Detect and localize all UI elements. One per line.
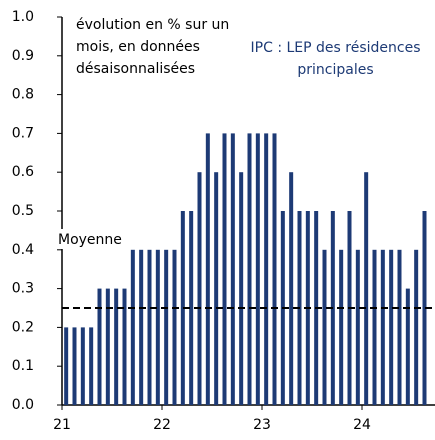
bar: [189, 211, 194, 405]
bar: [172, 249, 177, 405]
bar: [380, 249, 385, 405]
y-tick-label: 0.4: [12, 242, 34, 258]
bar: [97, 288, 102, 405]
label-bg: [56, 229, 128, 249]
y-tick-label: 0.7: [12, 125, 34, 141]
bar: [397, 249, 402, 405]
bar: [322, 249, 327, 405]
y-tick-label: 0.2: [12, 319, 34, 335]
bar: [339, 249, 344, 405]
annotation: évolution en % sur un mois, en données d…: [76, 17, 230, 77]
bar: [355, 249, 360, 405]
bar: [130, 249, 135, 405]
bar: [105, 288, 110, 405]
y-tick-label: 1.0: [12, 9, 34, 25]
bar: [414, 249, 419, 405]
y-tick-label: 0.8: [12, 87, 34, 103]
y-tick-label: 0.3: [12, 281, 34, 297]
bar: [122, 288, 127, 405]
mean-label: Moyenne: [58, 232, 122, 248]
x-tick-label: 23: [253, 417, 271, 433]
bar: [64, 327, 69, 405]
bar: [80, 327, 85, 405]
bar: [89, 327, 94, 405]
bar: [230, 133, 235, 405]
bar: [72, 327, 77, 405]
x-tick-label: 21: [53, 417, 71, 433]
bar: [139, 249, 144, 405]
bar: [405, 288, 410, 405]
bar: [214, 172, 219, 405]
bar: [164, 249, 169, 405]
bar: [364, 172, 369, 405]
bar: [114, 288, 119, 405]
bar: [422, 211, 427, 405]
y-tick-label: 0.1: [12, 358, 34, 374]
bar: [289, 172, 294, 405]
legend-entry: IPC : LEP des résidences principales: [250, 40, 421, 78]
y-tick-label: 0.5: [12, 203, 34, 219]
y-tick-label: 0.6: [12, 164, 34, 180]
bar: [389, 249, 394, 405]
bar: [222, 133, 227, 405]
bar: [239, 172, 244, 405]
bar: [197, 172, 202, 405]
x-tick-label: 24: [353, 417, 371, 433]
y-tick-label: 0.0: [12, 397, 34, 413]
bar: [272, 133, 277, 405]
bar: [247, 133, 252, 405]
bar: [264, 133, 269, 405]
bar: [147, 249, 152, 405]
bar: [372, 249, 377, 405]
bar: [180, 211, 185, 405]
bar: [155, 249, 160, 405]
bar: [205, 133, 210, 405]
y-tick-label: 0.9: [12, 48, 34, 64]
x-tick-label: 22: [153, 417, 171, 433]
bar: [255, 133, 260, 405]
